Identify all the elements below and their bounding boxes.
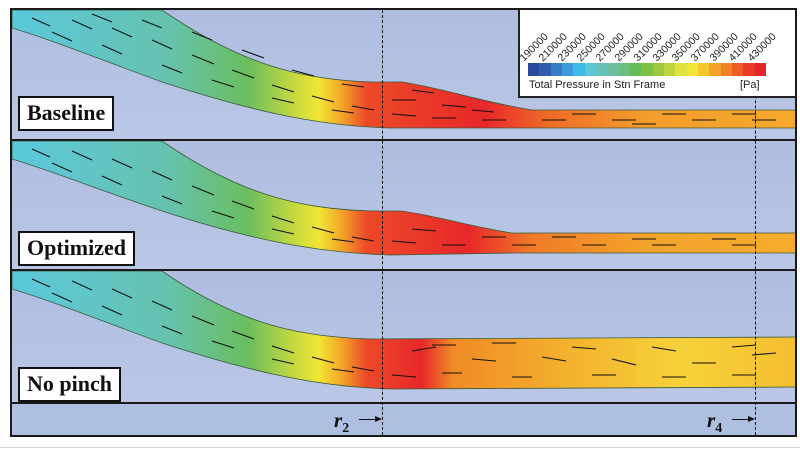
- r2-label: r2: [334, 408, 350, 436]
- r4-label: r4: [707, 408, 723, 436]
- colorbar-gradient: [528, 63, 766, 76]
- bottom-divider: [0, 447, 800, 448]
- colorbar-swatch: [686, 63, 698, 76]
- colorbar-legend: 190000 210000 230000 250000 270000 29000…: [518, 10, 795, 98]
- colorbar-swatch: [720, 63, 732, 76]
- colorbar-swatch: [663, 63, 676, 76]
- colorbar-swatch: [652, 63, 664, 76]
- colorbar-swatch: [697, 63, 710, 76]
- panel-no-pinch: No pinch: [12, 271, 795, 404]
- colorbar-swatch: [641, 63, 653, 76]
- panel-label-optimized: Optimized: [18, 231, 135, 266]
- colorbar-ticks: 190000 210000 230000 250000 270000 29000…: [518, 10, 795, 64]
- colorbar-swatch: [528, 63, 540, 76]
- flow-contour-optimized: [12, 141, 795, 256]
- colorbar-swatch: [743, 63, 755, 76]
- colorbar-swatch: [731, 63, 744, 76]
- colorbar-swatch: [675, 63, 687, 76]
- colorbar-swatch: [550, 63, 562, 76]
- flow-contour-no-pinch: [12, 271, 795, 390]
- colorbar-swatch: [595, 63, 608, 76]
- radial-marker-strip: r2 r4: [12, 404, 795, 436]
- panel-label-baseline: Baseline: [18, 96, 115, 131]
- r4-reference-line: [755, 10, 756, 435]
- r4-arrow-icon: [732, 415, 755, 422]
- legend-unit: [Pa]: [740, 79, 760, 91]
- colorbar-swatch: [618, 63, 630, 76]
- r2-arrow-icon: [359, 415, 382, 422]
- flow-contour-baseline: [12, 10, 795, 129]
- legend-title: Total Pressure in Stn Frame: [529, 79, 666, 91]
- colorbar-swatch: [584, 63, 596, 76]
- panel-label-no-pinch: No pinch: [18, 367, 121, 402]
- r2-reference-line: [382, 10, 383, 435]
- colorbar-swatch: [709, 63, 721, 76]
- panel-optimized: Optimized: [12, 141, 795, 271]
- figure-frame: Baseline: [10, 8, 797, 437]
- colorbar-swatch: [754, 63, 766, 76]
- colorbar-swatch: [561, 63, 574, 76]
- colorbar-swatch: [607, 63, 619, 76]
- colorbar-swatch: [629, 63, 642, 76]
- colorbar-swatch: [573, 63, 585, 76]
- colorbar-swatch: [539, 63, 551, 76]
